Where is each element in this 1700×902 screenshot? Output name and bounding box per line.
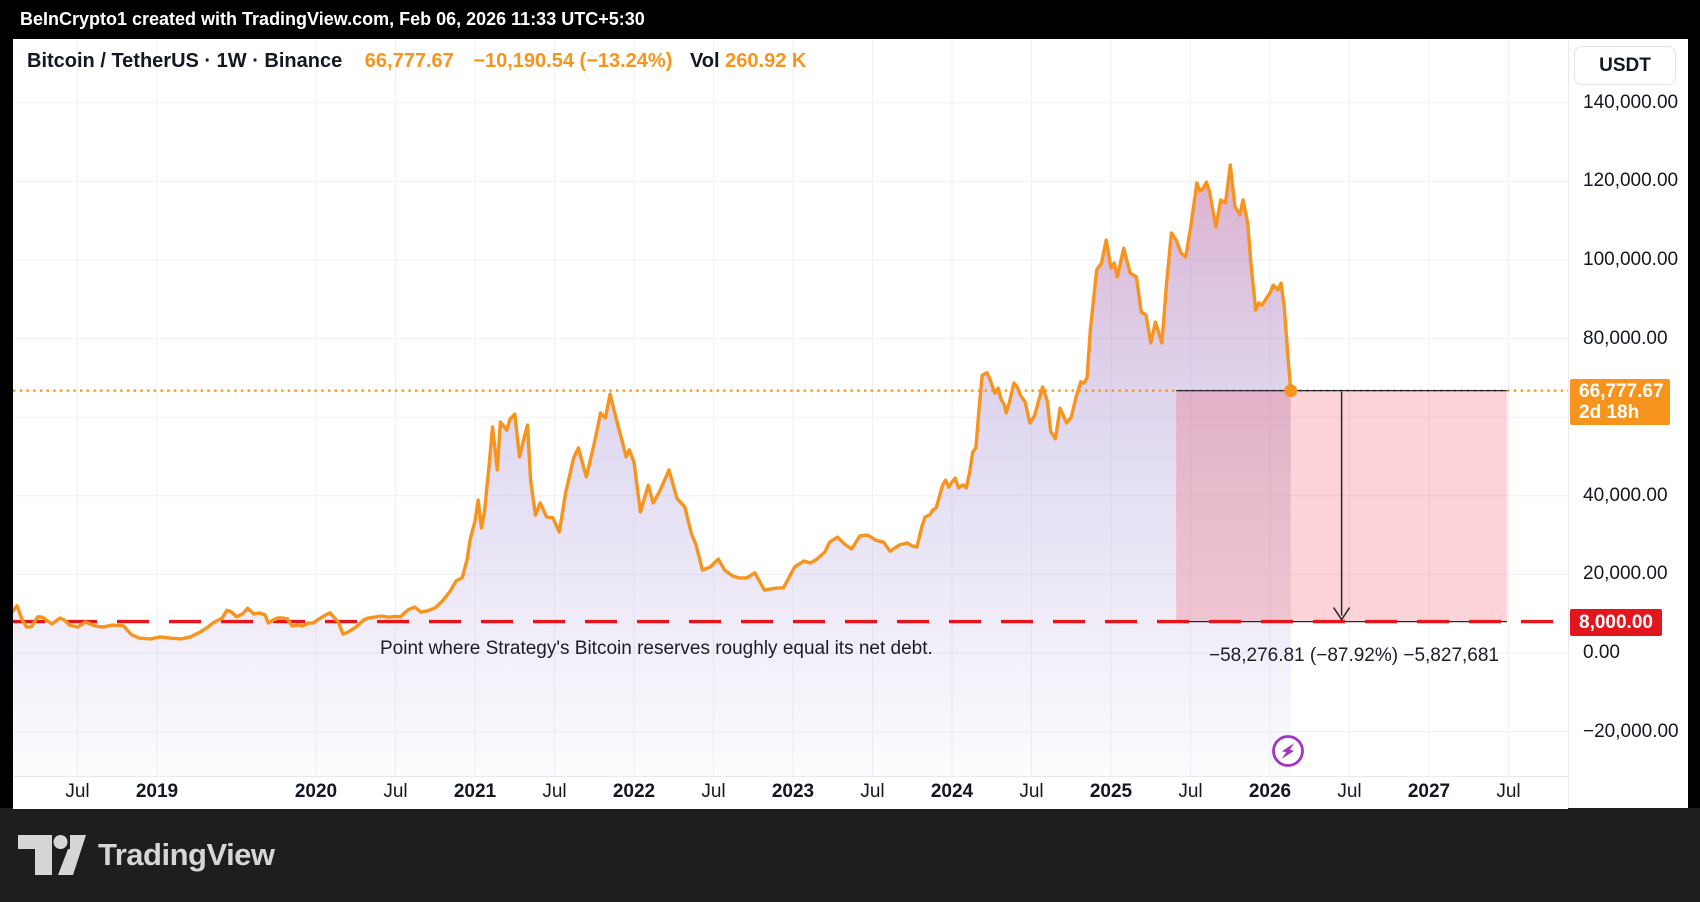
chart-pane[interactable]: Bitcoin / TetherUS · 1W · Binance 66,777… [13,39,1688,809]
attribution-text: BeInCrypto1 created with TradingView.com… [20,9,645,29]
time-axis-label: Jul [542,781,567,802]
tradingview-logo-icon [18,835,86,875]
time-axis-label: 2022 [612,781,656,802]
bar-countdown: 2d 18h [1579,401,1640,423]
price-axis-label: 0.00 [1583,642,1620,663]
volume-label: Vol [689,50,720,72]
support-level-price: 8,000.00 [1579,611,1653,633]
time-axis-label: 2026 [1248,781,1292,802]
support-level-badge: 8,000.00 [1570,608,1662,636]
price-chart[interactable] [13,39,1568,776]
time-axis-label: Jul [1337,781,1362,802]
price-line [13,163,1293,641]
symbol-header: Bitcoin / TetherUS · 1W · Binance 66,777… [27,50,806,73]
time-axis-label: 2027 [1407,781,1451,802]
price-axis-label: 80,000.00 [1583,327,1668,349]
flash-icon[interactable] [1272,735,1304,767]
price-axis-label: 20,000.00 [1583,563,1668,585]
price-axis-label: 40,000.00 [1583,484,1668,506]
time-axis-label: Jul [1178,781,1203,802]
time-axis-label: 2025 [1089,781,1133,802]
measure-arrow-head [1332,607,1351,621]
time-axis-label: Jul [701,781,726,802]
last-price-badge-price: 66,777.67 [1579,380,1664,402]
volume-value: 260.92 K [725,50,807,72]
price-change: −10,190.54 (−13.24%) [473,50,673,72]
time-axis[interactable]: Jul 2019 2020 Jul 2021 Jul 2022 Jul 2023 Jul 2024 J… [13,776,1568,809]
tradingview-logo[interactable]: TradingView [18,834,275,876]
measurement-value-text: −58,276.81 (−87.92%) −5,827,681 [1209,645,1499,666]
time-axis-label: Jul [1496,781,1521,802]
price-axis-label: 140,000.00 [1583,91,1679,113]
time-axis-label: Jul [383,781,408,802]
time-axis-label: 2019 [135,781,179,802]
last-price-dot [1284,384,1298,398]
time-axis-label: Jul [65,781,90,802]
time-axis-label: 2024 [930,781,974,802]
time-axis-label: Jul [860,781,885,802]
strategy-note-text: Point where Strategy's Bitcoin reserves … [380,638,933,659]
price-axis-label: 120,000.00 [1583,170,1679,192]
price-area-fill [13,164,1291,776]
tradingview-wordmark: TradingView [98,837,275,872]
last-price-badge: 66,777.67 2d 18h [1570,378,1670,425]
price-axis-label: −20,000.00 [1583,720,1679,742]
price-axis-label: 100,000.00 [1583,249,1679,270]
attribution-bar: BeInCrypto1 created with TradingView.com… [0,0,1700,39]
footer-bar: TradingView [0,808,1700,902]
currency-toggle-button[interactable]: USDT [1574,46,1676,85]
time-axis-label: Jul [1019,781,1044,802]
symbol-title[interactable]: Bitcoin / TetherUS · 1W · Binance [27,50,343,72]
last-price: 66,777.67 [364,50,454,72]
price-axis[interactable]: USDT 66,777.67 2d 18h 8,000.00 140,000.0… [1568,39,1688,808]
time-axis-label: 2020 [294,781,338,802]
time-axis-label: 2023 [771,781,815,802]
time-axis-label: 2021 [453,781,497,802]
